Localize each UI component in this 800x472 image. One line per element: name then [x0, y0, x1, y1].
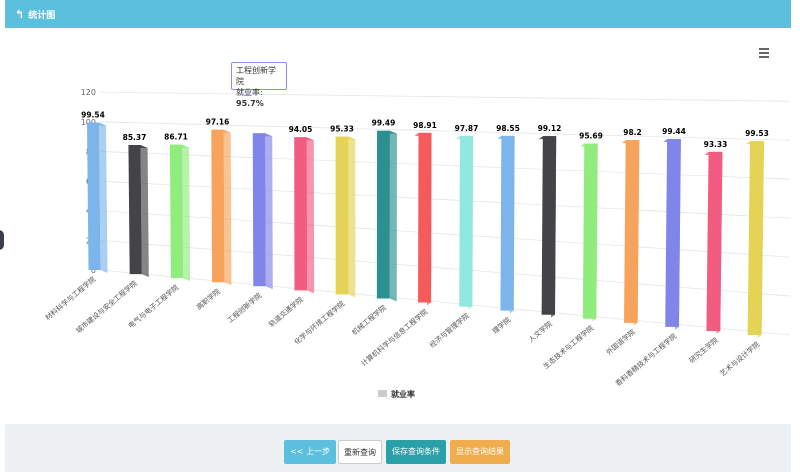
bar-top — [704, 151, 723, 155]
gridline — [99, 180, 791, 219]
bar-side — [509, 135, 515, 314]
x-tick-label: 电气与电子工程学院 — [126, 283, 180, 330]
bar[interactable] — [169, 144, 184, 279]
bar-side — [306, 137, 315, 294]
y-tick-label: 0 — [91, 266, 96, 275]
bar-top — [663, 139, 681, 143]
bar-top — [377, 130, 397, 134]
prev-step-button[interactable]: << 上一步 — [284, 440, 336, 464]
bar[interactable] — [87, 122, 101, 270]
chart-tooltip: 工程创新学院 就业率: 95.7% — [231, 62, 287, 108]
x-tick-label: 轨道交通学院 — [267, 295, 305, 329]
x-tick-label: 高职学院 — [195, 287, 222, 312]
bar-top — [252, 133, 273, 137]
bar[interactable] — [335, 136, 349, 295]
x-tick-label: 人文学院 — [527, 319, 554, 344]
back-label: 统计图 — [28, 11, 56, 21]
bar-side — [427, 132, 432, 306]
bar-top — [414, 132, 432, 136]
bar-side — [592, 143, 598, 322]
side-handle[interactable] — [0, 230, 4, 250]
bar-side — [223, 129, 232, 286]
bar-top — [746, 141, 764, 145]
bar-top — [87, 122, 106, 126]
x-tick-label: 研究生学院 — [687, 336, 720, 365]
bar-top — [335, 136, 356, 140]
gridline — [99, 239, 791, 297]
back-link[interactable]: ↰ 统计图 — [15, 8, 55, 21]
chart-menu-icon[interactable] — [759, 48, 769, 58]
data-label: 99.54 — [81, 110, 105, 119]
tooltip-title: 工程创新学院 — [236, 66, 276, 86]
legend-label[interactable]: 就业率 — [391, 389, 415, 399]
x-tick-label: 工程创新学院 — [225, 291, 263, 325]
back-arrow-icon: ↰ — [15, 8, 25, 21]
data-label: 98.91 — [413, 121, 437, 130]
bar-side — [551, 136, 557, 318]
bar-side — [265, 133, 273, 290]
data-label: 99.44 — [662, 127, 686, 136]
bar-side — [182, 144, 191, 282]
data-label: 99.12 — [538, 124, 562, 133]
reset-query-button[interactable]: 重新查询 — [338, 440, 382, 464]
legend-swatch[interactable] — [378, 390, 387, 397]
data-label: 85.37 — [123, 133, 147, 142]
show-results-button[interactable]: 显示查询结果 — [450, 440, 510, 464]
data-label: 95.33 — [330, 124, 354, 133]
data-label: 97.87 — [455, 124, 479, 133]
bar-top — [621, 140, 640, 144]
bar-top — [497, 135, 515, 139]
bar-chart: 020406080100120 99.5485.3786.7197.1694.0… — [43, 88, 791, 399]
gridline — [99, 121, 791, 141]
bar-side — [674, 139, 681, 330]
x-tick-label: 材料科学与工程学院 — [43, 275, 97, 322]
data-label: 86.71 — [164, 133, 188, 142]
data-label: 97.16 — [206, 118, 230, 127]
bar-top — [128, 145, 148, 149]
bar-top — [455, 135, 474, 139]
x-tick-label: 外国语学院 — [604, 327, 637, 356]
header-bar: ↰ 统计图 — [5, 0, 791, 28]
x-tick-label: 艺术与设计学院 — [718, 340, 761, 378]
bar-top — [211, 129, 231, 133]
gridline — [99, 91, 791, 102]
bar-side — [348, 136, 356, 298]
y-tick-label: 100 — [81, 118, 96, 127]
bar-top — [294, 137, 314, 141]
gridline — [99, 210, 791, 258]
bar-side — [757, 141, 764, 338]
data-label: 98.55 — [496, 124, 520, 133]
save-query-button[interactable]: 保存查询条件 — [386, 440, 446, 464]
bar-side — [389, 130, 397, 302]
bar-side — [99, 122, 108, 273]
tooltip-label: 就业率 — [236, 88, 260, 97]
data-label: 95.69 — [579, 132, 603, 141]
bar[interactable] — [294, 137, 308, 291]
data-label: 93.33 — [704, 140, 728, 149]
bar[interactable] — [211, 129, 225, 283]
x-tick-label: 生态技术与工程学院 — [541, 323, 595, 370]
bar[interactable] — [128, 145, 142, 275]
bar-top — [169, 144, 190, 148]
x-tick-label: 经济与管理学院 — [427, 311, 470, 349]
bar-side — [716, 151, 723, 334]
x-tick-label: 理学院 — [490, 315, 512, 335]
bar-side — [140, 145, 149, 278]
gridline — [99, 151, 791, 180]
bar[interactable] — [376, 130, 390, 299]
data-label: 98.2 — [623, 128, 642, 137]
y-tick-label: 120 — [81, 88, 96, 97]
tooltip-value: 95.7% — [236, 99, 264, 108]
x-tick-label: 机械工程学院 — [350, 303, 388, 337]
x-tick-label: 化学与环境工程学院 — [292, 299, 346, 346]
bar-side — [633, 140, 640, 326]
bar-top — [538, 136, 557, 140]
chart-container: 020406080100120 99.5485.3786.7197.1694.0… — [0, 30, 800, 420]
data-label: 99.49 — [372, 119, 396, 128]
bar-top — [580, 143, 598, 147]
bar[interactable] — [252, 133, 266, 287]
bar-side — [468, 135, 474, 310]
data-label: 94.05 — [289, 125, 313, 134]
data-label: 99.53 — [745, 129, 769, 138]
